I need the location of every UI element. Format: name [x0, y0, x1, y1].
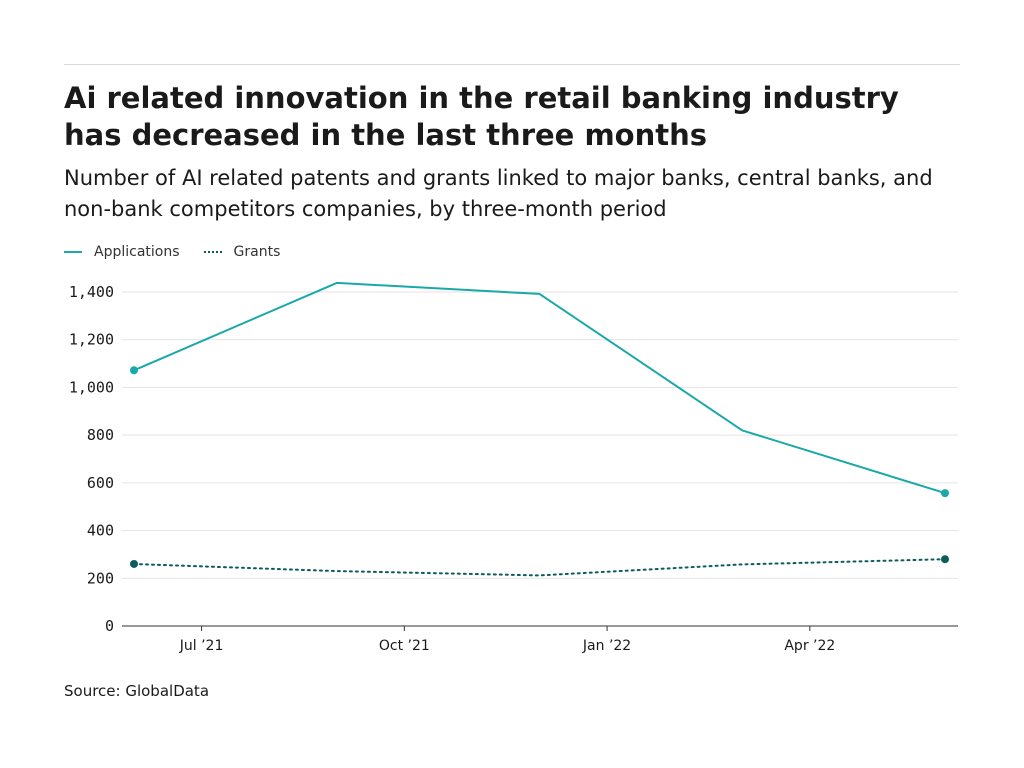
y-tick-label: 1,000: [69, 378, 114, 396]
legend-label-applications: Applications: [94, 244, 180, 260]
series-line-grants: [133, 558, 946, 577]
source-note: Source: GlobalData: [64, 682, 210, 700]
y-tick-label: 400: [87, 522, 114, 540]
y-tick-label: 1,200: [69, 331, 114, 349]
data-point-grants: [130, 559, 138, 568]
x-tick-label: Jan ’22: [582, 638, 631, 654]
legend-swatch-applications: [64, 251, 82, 253]
legend-item-applications: Applications: [64, 244, 180, 260]
legend-swatch-grants: [203, 251, 222, 253]
y-tick-label: 200: [87, 569, 114, 587]
top-divider: [64, 64, 960, 65]
series-line-applications: [133, 281, 946, 495]
legend-item-grants: Grants: [203, 244, 281, 260]
y-tick-label: 1,400: [69, 283, 114, 301]
data-point-applications: [941, 489, 949, 498]
legend: Applications Grants: [64, 242, 304, 262]
legend-label-grants: Grants: [233, 244, 281, 260]
chart-subtitle: Number of AI related patents and grants …: [64, 166, 933, 221]
chart-title: Ai related innovation in the retail bank…: [64, 81, 899, 152]
y-tick-label: 0: [105, 617, 114, 635]
x-tick-label: Apr ’22: [784, 638, 835, 654]
line-chart: 0 200 400 600 800 1,000 1,200 1,400 Jul ’21 Oct ’…: [69, 281, 958, 654]
x-tick-label: Jul ’21: [179, 638, 224, 654]
y-tick-label: 800: [87, 426, 114, 444]
data-point-applications: [130, 366, 138, 375]
y-tick-label: 600: [87, 474, 114, 492]
data-point-grants: [941, 555, 949, 564]
x-tick-label: Oct ’21: [379, 638, 430, 654]
